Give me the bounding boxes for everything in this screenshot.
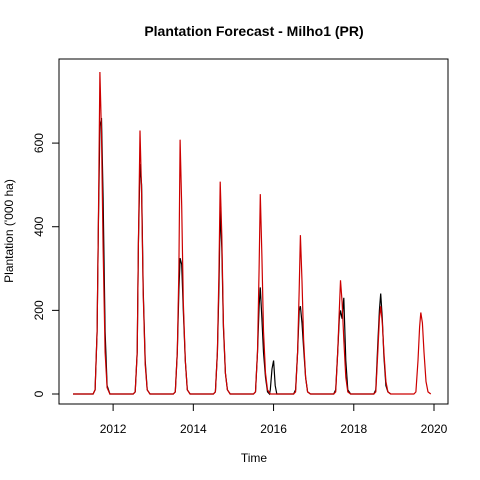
x-tick-label-1: 2014: [180, 422, 207, 436]
y-axis-label: Plantation ('000 ha): [2, 179, 16, 283]
x-tick-label-0: 2012: [100, 422, 127, 436]
x-tick-label-3: 2018: [340, 422, 367, 436]
y-tick-label-3: 600: [32, 133, 46, 153]
x-tick-label-2: 2016: [260, 422, 287, 436]
x-axis: 2012 2014 2016 2018 2020: [100, 403, 448, 436]
chart-title: Plantation Forecast - Milho1 (PR): [144, 23, 363, 39]
series-layer: [73, 71, 432, 396]
x-axis-label: Time: [241, 451, 268, 465]
series-line-1: [73, 71, 432, 395]
y-tick-label-1: 200: [32, 300, 46, 320]
y-axis: 0 200 400 600: [32, 133, 60, 397]
y-tick-label-0: 0: [32, 390, 46, 397]
y-tick-label-2: 400: [32, 216, 46, 236]
x-tick-label-4: 2020: [421, 422, 448, 436]
